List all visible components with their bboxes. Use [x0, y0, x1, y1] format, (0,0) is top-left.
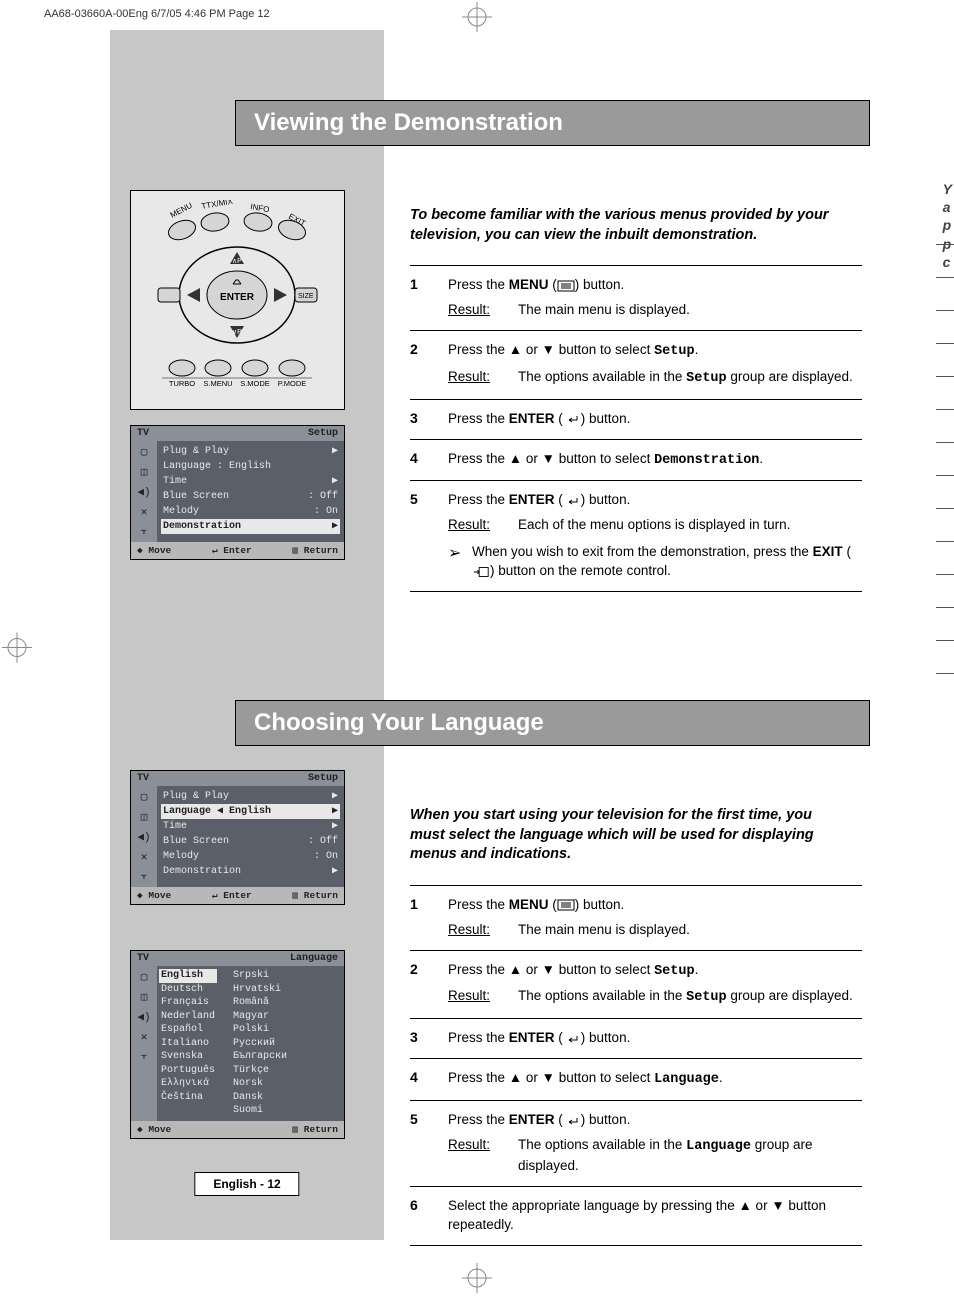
step: 5Press the ENTER () button.Result:The op… — [410, 1100, 862, 1186]
print-header: AA68-03660A-00Eng 6/7/05 4:46 PM Page 12 — [44, 8, 270, 20]
intro-2: When you start using your television for… — [410, 806, 850, 865]
section-title-2: Choosing Your Language — [235, 700, 870, 746]
intro-1: To become familiar with the various menu… — [410, 206, 850, 245]
step: 6Select the appropriate language by pres… — [410, 1186, 862, 1246]
step: 5Press the ENTER () button.Result:Each o… — [410, 480, 862, 592]
step: 3Press the ENTER () button. — [410, 1018, 862, 1058]
step: 3Press the ENTER () button. — [410, 399, 862, 439]
steps-1: 1Press the MENU () button.Result:The mai… — [410, 265, 862, 592]
crop-mark-left — [2, 633, 32, 666]
content-area: Viewing the Demonstration To become fami… — [110, 30, 870, 1246]
right-ticks — [936, 244, 954, 674]
section-title-1: Viewing the Demonstration — [235, 100, 870, 146]
step: 1Press the MENU () button.Result:The mai… — [410, 265, 862, 330]
step: 4Press the ▲ or ▼ button to select Demon… — [410, 439, 862, 481]
steps-2: 1Press the MENU () button.Result:The mai… — [410, 885, 862, 1246]
step: 2Press the ▲ or ▼ button to select Setup… — [410, 330, 862, 399]
crop-mark-bottom — [462, 1263, 492, 1296]
step: 2Press the ▲ or ▼ button to select Setup… — [410, 950, 862, 1019]
step: 4Press the ▲ or ▼ button to select Langu… — [410, 1058, 862, 1100]
step: 1Press the MENU () button.Result:The mai… — [410, 885, 862, 950]
